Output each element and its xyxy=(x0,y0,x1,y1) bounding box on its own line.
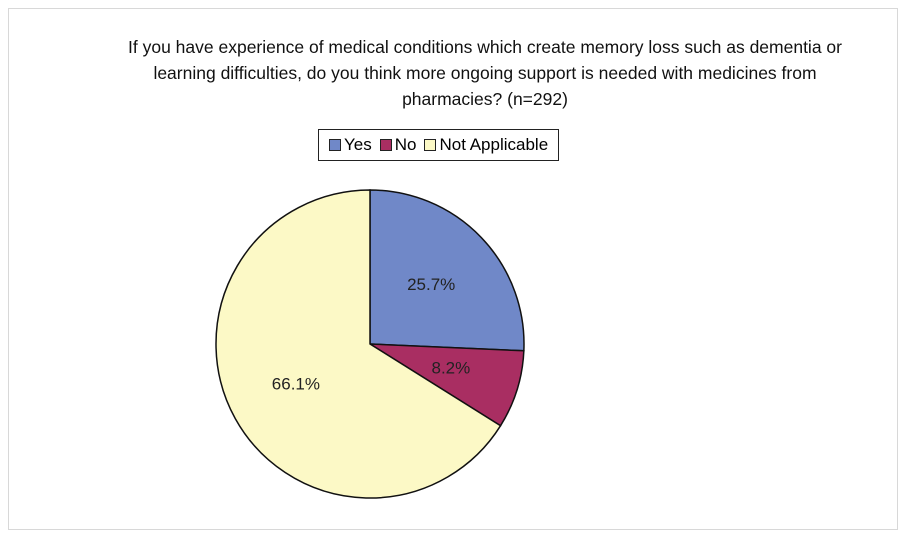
legend-swatch xyxy=(424,139,437,151)
legend-item: No xyxy=(379,135,417,155)
legend-item: Yes xyxy=(329,135,372,155)
legend-item: Not Applicable xyxy=(424,135,548,155)
chart-title: If you have experience of medical condit… xyxy=(128,37,842,109)
legend-label: Yes xyxy=(344,135,372,154)
legend-label: Not Applicable xyxy=(439,135,549,154)
data-label: 8.2% xyxy=(432,359,471,378)
legend: Yes No Not Applicable xyxy=(318,129,560,161)
pie-slice xyxy=(215,189,502,499)
pie-slice xyxy=(369,189,525,352)
legend-label: No xyxy=(394,135,417,154)
chart-frame xyxy=(8,8,898,530)
data-label: 66.1% xyxy=(272,375,320,394)
legend-swatch xyxy=(379,139,392,151)
legend-swatch xyxy=(329,139,341,151)
data-label: 25.7% xyxy=(407,275,455,294)
